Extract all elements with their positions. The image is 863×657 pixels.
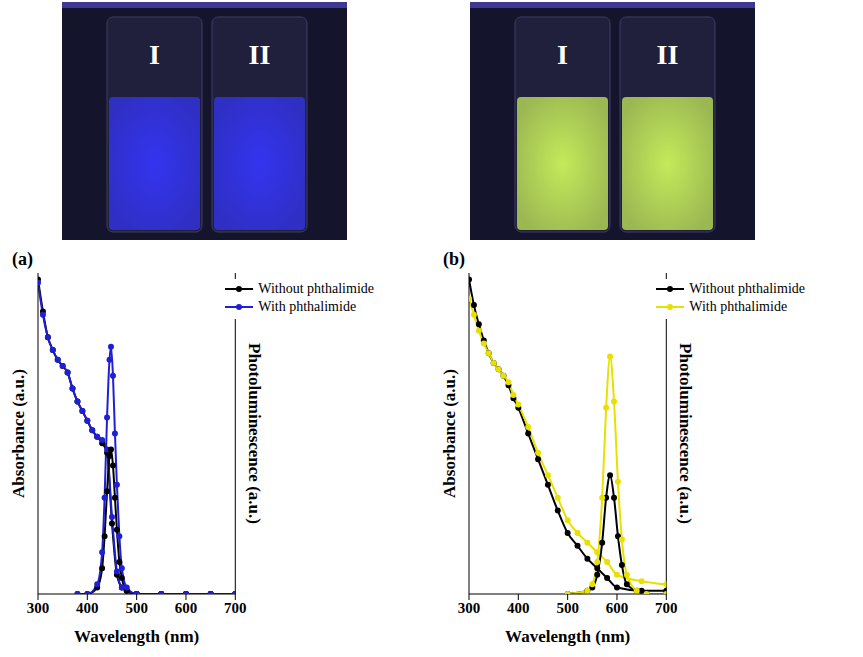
svg-text:600: 600	[175, 600, 198, 616]
svg-text:500: 500	[125, 600, 148, 616]
svg-text:Absorbance (a.u.): Absorbance (a.u.)	[9, 369, 28, 498]
svg-text:400: 400	[507, 600, 530, 616]
svg-text:300: 300	[458, 600, 481, 616]
html-text:With phthalimide: With phthalimide	[689, 299, 788, 314]
svg-text:300: 300	[27, 600, 50, 616]
svg-text:400: 400	[76, 600, 99, 616]
svg-text:Photoluminescence (a.u.): Photoluminescence (a.u.)	[245, 343, 264, 524]
svg-text:Photoluminescence (a.u.): Photoluminescence (a.u.)	[676, 343, 695, 524]
svg-text:II: II	[657, 39, 679, 70]
svg-text:600: 600	[606, 600, 629, 616]
svg-text:I: I	[149, 39, 160, 70]
html-text:With phthalimide: With phthalimide	[258, 299, 357, 314]
svg-text:Wavelength (nm): Wavelength (nm)	[505, 627, 630, 646]
svg-text:700: 700	[224, 600, 247, 616]
html-text:(b): (b)	[443, 249, 465, 269]
svg-text:I: I	[557, 39, 568, 70]
svg-text:500: 500	[556, 600, 579, 616]
html-text:Without phthalimide: Without phthalimide	[258, 281, 374, 296]
html-text:(a): (a)	[12, 249, 33, 269]
svg-text:Absorbance (a.u.): Absorbance (a.u.)	[440, 369, 459, 498]
svg-text:II: II	[249, 39, 271, 70]
svg-text:700: 700	[655, 600, 678, 616]
html-text:Without phthalimide: Without phthalimide	[689, 281, 805, 296]
svg-text:Wavelength (nm): Wavelength (nm)	[74, 627, 199, 646]
